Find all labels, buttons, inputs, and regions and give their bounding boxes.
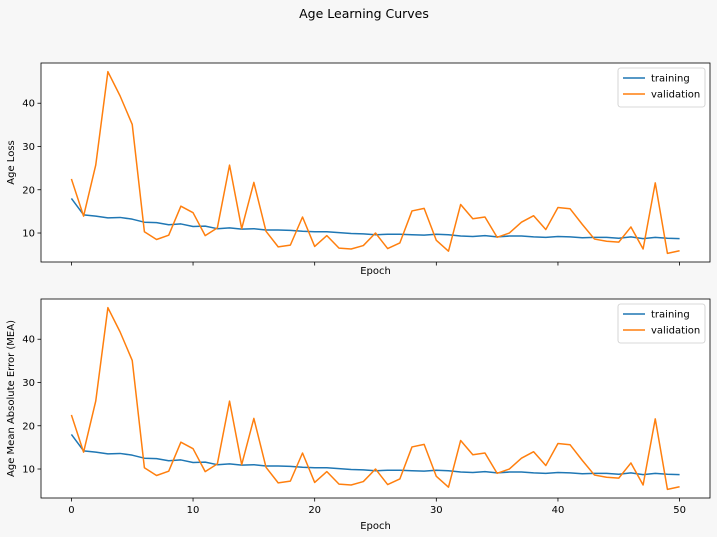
legend-label-training: training [651, 74, 690, 85]
y-tick-label: 10 [22, 465, 35, 476]
y-tick-label: 10 [22, 229, 35, 240]
y-tick-label: 40 [22, 335, 35, 346]
loss-chart-panel: 10 20 30 40 Epoch Age Loss training validation [6, 62, 711, 277]
legend-label-training: training [651, 310, 690, 321]
x-tick-label: 50 [673, 505, 686, 516]
y-axis-label: Age Mean Absolute Error (MEA) [6, 320, 17, 477]
axes-frame [40, 298, 711, 499]
mae-chart-panel: 0 10 20 30 40 50 10 20 30 40 Epoch Age Mean Absolut… [6, 298, 711, 532]
y-tick-label: 20 [22, 185, 35, 196]
y-tick-label: 20 [22, 421, 35, 432]
x-tick-label: 40 [552, 505, 565, 516]
plot-area [41, 63, 710, 262]
x-axis-label: Epoch [360, 266, 391, 277]
series-line-validation [70, 70, 680, 255]
x-tick-label: 30 [430, 505, 443, 516]
x-tick-label: 10 [187, 505, 200, 516]
legend-label-validation: validation [651, 90, 700, 101]
y-tick-label: 30 [22, 142, 35, 153]
legend: training validation [617, 303, 706, 344]
x-axis-label: Epoch [360, 521, 391, 532]
x-tick-label: 20 [308, 505, 321, 516]
figure-title: Age Learning Curves [299, 6, 429, 21]
y-tick-label: 40 [22, 99, 35, 110]
series-line-validation [70, 306, 680, 491]
axes-frame [40, 62, 711, 263]
y-tick-label: 30 [22, 378, 35, 389]
x-tick-label: 0 [68, 505, 74, 516]
plot-area [41, 299, 710, 498]
legend-label-validation: validation [651, 326, 700, 337]
legend: training validation [617, 67, 706, 108]
y-axis-label: Age Loss [6, 140, 17, 184]
